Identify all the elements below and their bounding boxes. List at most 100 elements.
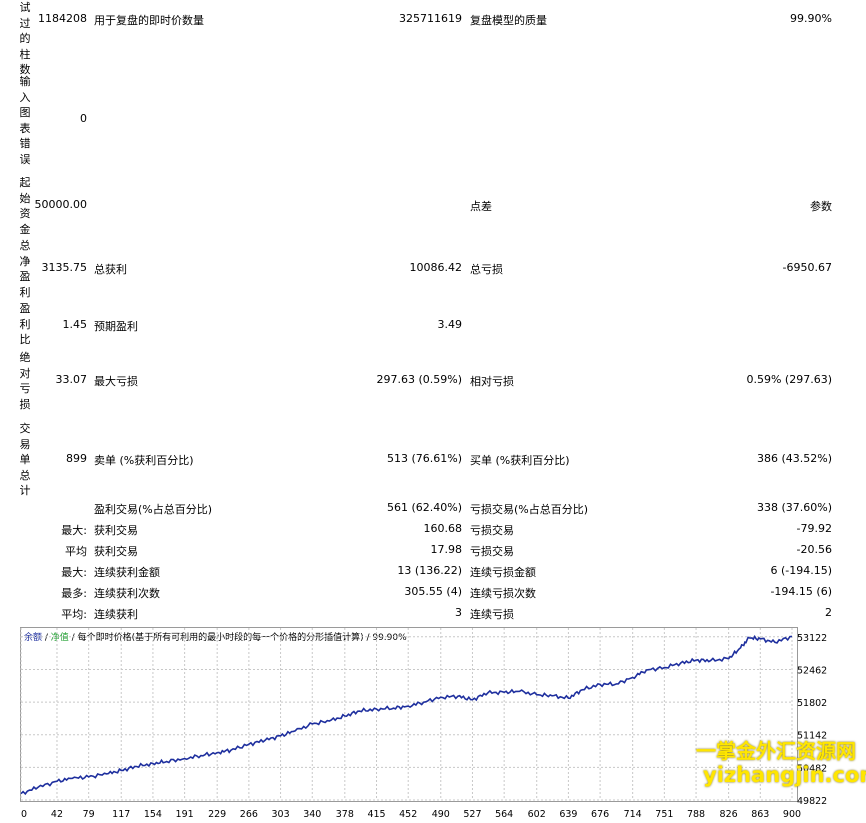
x-tick-label-11: 415 <box>367 809 385 820</box>
value-errors: 0 <box>80 112 87 125</box>
label-ticks: 用于复盘的即时价数量 <box>94 14 204 27</box>
x-tick-label-24: 900 <box>783 809 801 820</box>
x-tick-label-22: 826 <box>720 809 738 820</box>
label-largest-loss: 亏损交易 <box>470 524 514 537</box>
label-gross-loss: 总亏损 <box>470 263 503 276</box>
value-max-consec-wins-count: 305.55 (4) <box>404 585 462 598</box>
x-tick-label-3: 117 <box>112 809 130 820</box>
prefix-avg-consec: 平均: <box>61 608 87 621</box>
label-avg-consec-losses: 连续亏损 <box>470 608 514 621</box>
label-total-trades: 交易单总计 <box>19 422 31 497</box>
balance-chart <box>20 627 798 802</box>
value-max-consec-losses-count: -194.15 (6) <box>770 585 832 598</box>
label-long: 买单 (%获利百分比) <box>470 454 570 467</box>
value-short: 513 (76.61%) <box>386 452 462 465</box>
value-profit-trades: 561 (62.40%) <box>386 501 462 514</box>
label-expected-payoff: 预期盈利 <box>94 320 138 333</box>
x-tick-label-14: 527 <box>463 809 481 820</box>
value-total-trades: 899 <box>66 452 87 465</box>
value-loss-trades: 338 (37.60%) <box>756 501 832 514</box>
x-tick-label-2: 79 <box>83 809 95 820</box>
chart-header: 余额 / 净值 / 每个即时价格(基于所有可利用的最小时段的每一个价格的分形插值… <box>24 630 407 643</box>
x-tick-label-19: 714 <box>624 809 642 820</box>
label-short: 卖单 (%获利百分比) <box>94 454 194 467</box>
label-net-profit: 总净盈利 <box>19 239 31 299</box>
value-avg-consec-wins: 3 <box>455 606 462 619</box>
legend-balance: 余额 <box>24 633 43 643</box>
x-tick-label-8: 303 <box>271 809 289 820</box>
value-largest-profit: 160.68 <box>423 522 463 535</box>
label-profit-trades: 盈利交易(%占总百分比) <box>94 503 213 516</box>
label-max-consec-wins-count: 连续获利次数 <box>94 587 160 600</box>
label-average-profit: 获利交易 <box>94 545 138 558</box>
label-rel-drawdown: 相对亏损 <box>470 375 514 388</box>
value-max-consec-losses-money: 6 (-194.15) <box>770 564 832 577</box>
value-long: 386 (43.52%) <box>756 452 832 465</box>
value-average-loss: -20.56 <box>796 543 832 556</box>
x-tick-label-18: 676 <box>591 809 609 820</box>
value-spread: 参数 <box>810 200 832 213</box>
value-max-drawdown: 297.63 (0.59%) <box>376 373 462 386</box>
label-abs-drawdown: 绝对亏损 <box>19 351 31 411</box>
value-expected-payoff: 3.49 <box>437 318 463 331</box>
value-gross-profit: 10086.42 <box>409 261 463 274</box>
x-tick-label-10: 378 <box>336 809 354 820</box>
x-tick-label-12: 452 <box>399 809 417 820</box>
value-avg-consec-losses: 2 <box>825 606 832 619</box>
y-tick-label-4: 52462 <box>797 665 827 676</box>
prefix-largest: 最大: <box>61 524 87 537</box>
value-deposit: 50000.00 <box>34 198 88 211</box>
x-tick-label-21: 788 <box>687 809 705 820</box>
label-spread: 点差 <box>470 200 492 213</box>
label-largest-profit: 获利交易 <box>94 524 138 537</box>
watermark-url: yizhangjin.com <box>703 763 866 787</box>
x-tick-label-23: 863 <box>751 809 769 820</box>
value-gross-loss: -6950.67 <box>782 261 832 274</box>
legend-equity: 净值 <box>50 633 69 643</box>
label-avg-consec-wins: 连续获利 <box>94 608 138 621</box>
label-average-loss: 亏损交易 <box>470 545 514 558</box>
value-quality: 99.90% <box>790 12 832 25</box>
value-net-profit: 3135.75 <box>41 261 88 274</box>
legend-sep-1: / <box>42 633 51 643</box>
label-max-drawdown: 最大亏损 <box>94 375 138 388</box>
value-bars: 1184208 <box>38 12 87 25</box>
y-tick-label-0: 49822 <box>797 796 827 807</box>
chart-model-description: 每个即时价格(基于所有可利用的最小时段的每一个价格的分形插值计算) <box>77 633 364 643</box>
prefix-max-consec-count: 最多: <box>61 587 87 600</box>
x-tick-label-9: 340 <box>303 809 321 820</box>
value-average-profit: 17.98 <box>430 543 463 556</box>
value-profit-factor: 1.45 <box>62 318 88 331</box>
x-tick-label-16: 602 <box>528 809 546 820</box>
legend-sep-2: / <box>68 633 78 643</box>
y-tick-label-3: 51802 <box>797 698 827 709</box>
label-max-consec-losses-money: 连续亏损金额 <box>470 566 536 579</box>
x-tick-label-0: 0 <box>21 809 27 820</box>
label-max-consec-losses-count: 连续亏损次数 <box>470 587 536 600</box>
label-loss-trades: 亏损交易(%占总百分比) <box>470 503 589 516</box>
value-max-consec-wins-money: 13 (136.22) <box>397 564 462 577</box>
x-tick-label-17: 639 <box>559 809 577 820</box>
x-tick-label-6: 229 <box>208 809 226 820</box>
y-tick-label-5: 53122 <box>797 633 827 644</box>
x-tick-label-5: 191 <box>176 809 194 820</box>
label-quality: 复盘模型的质量 <box>470 14 547 27</box>
prefix-average: 平均 <box>65 545 87 558</box>
value-largest-loss: -79.92 <box>796 522 832 535</box>
label-profit-factor: 盈利比 <box>19 302 31 346</box>
watermark-chinese: 一掌金外汇资源网 <box>696 739 856 763</box>
value-abs-drawdown: 33.07 <box>55 373 88 386</box>
label-deposit: 起始资金 <box>19 176 31 236</box>
x-tick-label-7: 266 <box>240 809 258 820</box>
label-gross-profit: 总获利 <box>94 263 127 276</box>
x-tick-label-13: 490 <box>432 809 450 820</box>
label-bars: 试过的柱数 <box>19 1 31 76</box>
prefix-max-consec-money: 最大: <box>61 566 87 579</box>
value-rel-drawdown: 0.59% (297.63) <box>746 373 832 386</box>
x-tick-label-1: 42 <box>51 809 63 820</box>
label-errors: 输入图表错误 <box>19 75 31 166</box>
x-tick-label-20: 751 <box>655 809 673 820</box>
value-ticks: 325711619 <box>399 12 462 25</box>
chart-quality: 99.90% <box>372 633 407 643</box>
x-tick-label-15: 564 <box>495 809 513 820</box>
